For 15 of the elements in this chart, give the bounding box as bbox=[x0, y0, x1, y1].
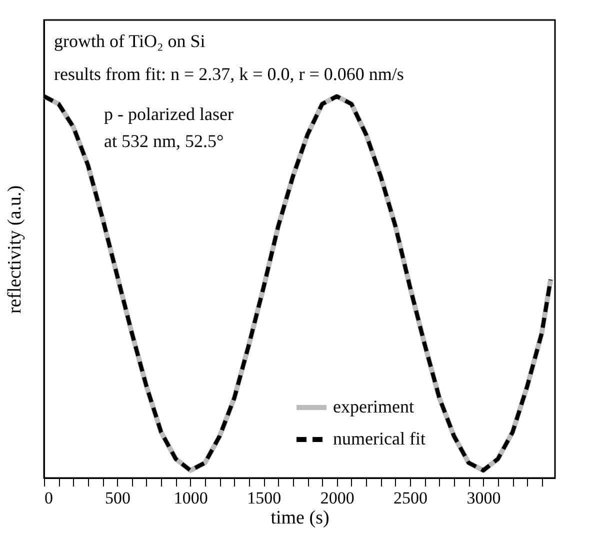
x-tick-label: 1000 bbox=[174, 488, 208, 508]
x-tick-label: 500 bbox=[104, 488, 130, 508]
x-tick-label: 1500 bbox=[247, 488, 282, 508]
annotation: p - polarized laser bbox=[104, 104, 234, 124]
x-tick-label: 0 bbox=[44, 488, 53, 508]
text: results from fit: n = 2.37, k = 0.0, r = 0.060 nm/s bbox=[54, 64, 404, 84]
y-axis-title: reflectivity (a.u.) bbox=[4, 185, 26, 314]
x-tick-label: 2000 bbox=[320, 488, 354, 508]
legend-label: experiment bbox=[333, 396, 414, 416]
x-tick-label: 2500 bbox=[394, 488, 428, 508]
x-tick-label: 3000 bbox=[466, 488, 501, 508]
legend-label: numerical fit bbox=[333, 428, 426, 448]
text: growth of TiO₂ on Si bbox=[54, 31, 206, 51]
annotation: at 532 nm, 52.5° bbox=[104, 131, 224, 151]
x-axis-title: time (s) bbox=[270, 508, 330, 528]
